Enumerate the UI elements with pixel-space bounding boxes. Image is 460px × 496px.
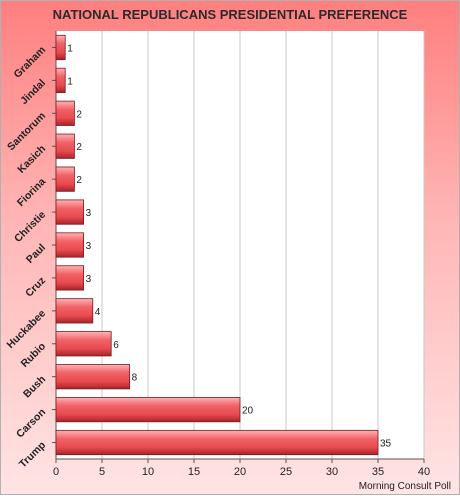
bar-trump xyxy=(55,429,379,456)
category-label: Fiorina xyxy=(15,176,48,209)
category-label: Rubio xyxy=(19,340,49,370)
category-label: Kasich xyxy=(15,143,48,176)
x-tick-label: 35 xyxy=(372,466,384,478)
bars xyxy=(55,34,379,456)
bar-christie xyxy=(55,199,85,225)
bar-graham xyxy=(55,34,66,61)
category-label: Jindal xyxy=(18,77,48,107)
bar-cruz xyxy=(55,265,85,291)
x-tick-label: 25 xyxy=(280,466,292,478)
bar-huckabee xyxy=(55,298,94,324)
bar-paul xyxy=(55,232,85,258)
category-label: Carson xyxy=(14,406,48,440)
value-label: 3 xyxy=(86,241,92,252)
value-label: 1 xyxy=(67,76,73,87)
category-label: Bush xyxy=(21,373,48,400)
x-tick-label: 30 xyxy=(326,466,338,478)
bar-rubio xyxy=(55,331,112,357)
x-tick-label: 10 xyxy=(142,466,154,478)
x-tick-label: 5 xyxy=(99,466,105,478)
category-label: Paul xyxy=(24,242,48,266)
bar-bush xyxy=(55,364,130,390)
bar-santorum xyxy=(55,100,75,126)
value-label: 6 xyxy=(113,340,119,351)
value-label: 20 xyxy=(242,406,254,417)
value-label: 3 xyxy=(86,208,92,219)
x-tick-label: 0 xyxy=(53,466,59,478)
value-label: 2 xyxy=(76,109,82,120)
x-tick-label: 40 xyxy=(418,466,430,478)
value-label: 4 xyxy=(95,307,101,318)
chart-title: NATIONAL REPUBLICANS PRESIDENTIAL PREFER… xyxy=(52,7,408,22)
category-label: Graham xyxy=(12,44,49,81)
category-label: Cruz xyxy=(23,275,48,300)
value-label: 3 xyxy=(86,274,92,285)
source-note: Morning Consult Poll xyxy=(358,481,451,492)
bar-jindal xyxy=(55,67,66,93)
bar-fiorina xyxy=(55,166,75,192)
x-tick-label: 15 xyxy=(188,466,200,478)
x-tick-label: 20 xyxy=(234,466,246,478)
value-label: 1 xyxy=(67,43,73,54)
value-label: 35 xyxy=(380,439,392,450)
value-label: 2 xyxy=(76,142,82,153)
value-label: 2 xyxy=(76,175,82,186)
category-label: Christie xyxy=(12,209,48,245)
bar-carson xyxy=(55,397,241,423)
value-label: 8 xyxy=(132,373,138,384)
category-label: Trump xyxy=(17,439,48,470)
bar-kasich xyxy=(55,133,75,159)
